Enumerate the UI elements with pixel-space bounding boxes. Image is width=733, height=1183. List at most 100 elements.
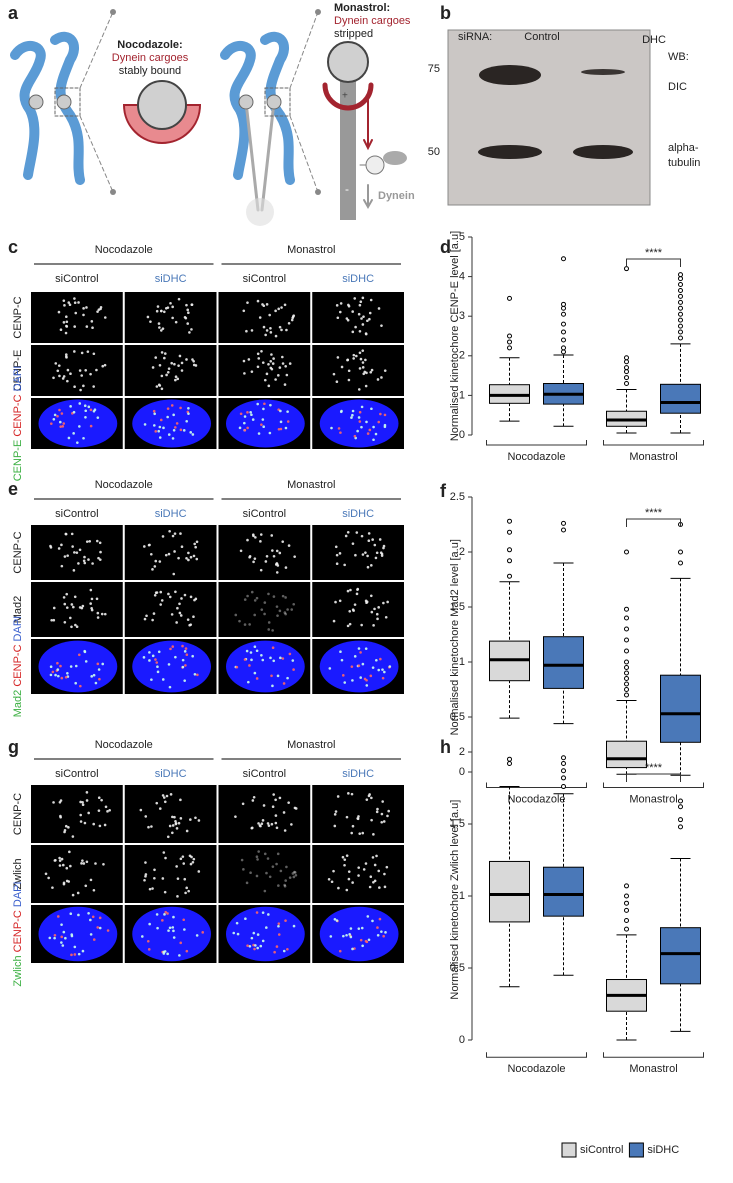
significance-label: **** (645, 762, 663, 774)
kinetochore-spot (60, 412, 64, 415)
kinetochore-spot (378, 886, 381, 889)
kinetochore-spot (170, 613, 174, 616)
kinetochore-spot (64, 532, 68, 536)
kinetochore-spot (56, 668, 60, 671)
kinetochore-spot (192, 615, 195, 619)
kinetochore-spot (83, 404, 87, 407)
kinetochore-spot (92, 673, 96, 677)
y-tick-label: 2.5 (450, 491, 465, 503)
kinetochore-spot (369, 298, 373, 302)
kinetochore-spot (91, 562, 94, 565)
kinetochore-spot (165, 373, 168, 377)
kinetochore-spot (82, 307, 85, 310)
kinetochore-spot (271, 646, 275, 650)
y-tick-label: 0 (459, 1034, 465, 1046)
kinetochore-spot (148, 543, 151, 547)
kinetochore-spot (82, 862, 86, 865)
kinetochore-spot (358, 303, 362, 307)
kinetochore-spot (272, 659, 276, 663)
kinetochore-spot (143, 423, 147, 426)
kinetochore-spot (351, 330, 355, 334)
kinetochore-spot (259, 533, 263, 536)
kinetochore-spot (370, 610, 374, 614)
x-category-label: Monastrol (629, 1063, 677, 1075)
kinetochore-spot (279, 869, 283, 873)
kinetochore-spot (275, 862, 278, 866)
kinetochore-spot (270, 674, 273, 678)
kinetochore-spot (367, 539, 371, 542)
micrograph (218, 582, 311, 637)
kinetochore-spot (349, 588, 352, 592)
kinetochore-spot (345, 933, 348, 937)
kinetochore-spot (154, 430, 158, 433)
kinetochore-spot (357, 866, 361, 869)
kinetochore-spot (271, 684, 274, 688)
kinetochore-spot (171, 437, 175, 440)
kinetochore-spot (277, 374, 280, 377)
kinetochore-spot (180, 597, 183, 600)
kinetochore-spot (361, 944, 364, 948)
diagram-text: stripped (334, 28, 373, 40)
kinetochore-spot (346, 531, 350, 534)
kinetochore-spot (267, 384, 271, 388)
kinetochore-spot (44, 872, 48, 876)
kinetochore-spot (341, 674, 345, 677)
kinetochore-spot (373, 543, 377, 547)
micrograph (312, 582, 404, 637)
kinetochore-spot (250, 658, 253, 662)
kinetochore-spot (185, 886, 189, 890)
kinetochore-spot (282, 949, 286, 953)
kinetochore-spot (327, 877, 331, 881)
outlier (678, 305, 683, 311)
kinetochore-spot (172, 428, 176, 432)
outlier (561, 761, 566, 767)
kinetochore-spot (267, 628, 271, 631)
dapi-stain (38, 399, 118, 448)
kinetochore-spot (246, 538, 249, 542)
kinetochore-spot (287, 321, 291, 325)
significance-bracket (626, 773, 681, 782)
kinetochore-spot (287, 801, 290, 804)
kinetochore-spot (143, 545, 146, 548)
kinetochore-spot (276, 852, 280, 856)
kinetochore-spot (354, 325, 357, 329)
kinetochore-spot (60, 676, 64, 680)
row-label: Zwlich CENP-C DAPI (12, 881, 24, 986)
kinetochore-spot (66, 671, 69, 675)
kinetochore-spot (257, 822, 260, 825)
micrograph (218, 292, 311, 343)
merge-label: CENP-E (12, 440, 24, 482)
kinetochore-spot (161, 535, 165, 538)
kinetochore-spot (350, 792, 354, 796)
kinetochore-spot (97, 809, 101, 812)
kinetochore-spot (267, 592, 270, 596)
kinetochore-spot (351, 608, 355, 611)
kinetochore-spot (193, 673, 197, 676)
kinetochore-spot (185, 829, 189, 833)
kinetochore-spot (58, 420, 62, 424)
kinetochore-spot (190, 303, 194, 306)
kinetochore-spot (64, 824, 68, 828)
kinetochore-spot (56, 915, 60, 918)
outlier (624, 648, 629, 654)
kinetochore-spot (254, 536, 257, 539)
merge-label: CENP-C (12, 910, 24, 952)
kinetochore-spot (376, 807, 379, 811)
kinetochore-spot (253, 599, 257, 602)
kinetochore-spot (175, 827, 179, 830)
kinetochore-spot (360, 317, 363, 320)
kinetochore-spot (76, 891, 80, 895)
outlier (678, 317, 683, 323)
kinetochore-spot (380, 812, 384, 816)
outlier (624, 917, 629, 923)
kinetochore-spot (351, 310, 354, 313)
kinetochore-spot (357, 312, 361, 316)
kinetochore-spot (186, 322, 190, 325)
kinetochore-spot (149, 320, 152, 323)
kinetochore-spot (261, 911, 265, 914)
kinetochore-spot (270, 822, 274, 826)
kinetochore-spot (71, 545, 74, 548)
kinetochore-spot (372, 438, 375, 442)
kinetochore-spot (364, 384, 368, 388)
kinetochore-spot (259, 824, 262, 828)
